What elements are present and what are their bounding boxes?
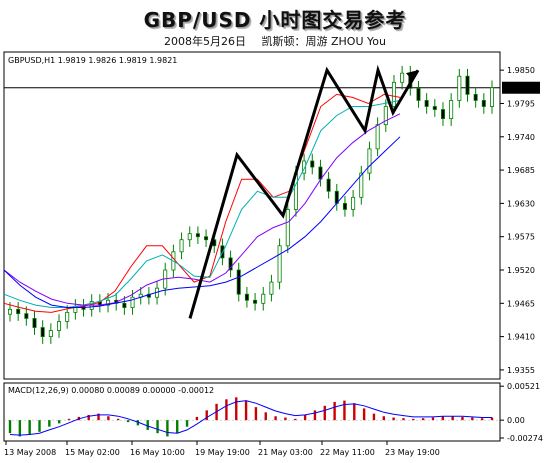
y-tick-label: 1.9740 [507, 133, 535, 142]
symbol-info: GBPUSD,H1 1.9819 1.9826 1.9819 1.9821 [8, 56, 177, 65]
candle-body [269, 281, 274, 295]
candle-body [302, 160, 307, 174]
candle-body [489, 87, 494, 107]
candle-body [449, 100, 454, 120]
candle-body [383, 106, 388, 126]
author-label: 凯斯顿：周游 ZHOU You [261, 35, 386, 48]
candle-body [65, 311, 70, 322]
candle-body [440, 109, 445, 120]
candle-body [244, 293, 249, 301]
y-tick-label: 1.9795 [507, 99, 535, 108]
candle-body [40, 327, 45, 338]
chart-title: GBP/USD 小时图交易参考 [143, 8, 407, 32]
x-tick-label: 19 May 19:00 [195, 448, 250, 457]
candle-body [375, 124, 380, 150]
candle-body [32, 318, 37, 328]
y-tick-label: 1.9575 [507, 233, 535, 242]
current-price-label: 1.9821 [506, 84, 534, 93]
candle-body [236, 269, 241, 295]
macd-panel-frame [3, 382, 501, 442]
candle-body [16, 308, 21, 315]
x-tick-label: 13 May 2008 [4, 448, 56, 457]
y-tick-label: 1.9850 [507, 66, 535, 75]
candle-body [277, 245, 282, 283]
x-tick-label: 21 May 03:00 [258, 448, 313, 457]
candle-body [179, 239, 184, 253]
candle-body [367, 148, 372, 174]
y-tick-label: 1.9465 [507, 299, 535, 308]
current-price-marker [502, 81, 540, 94]
candle-body [24, 313, 29, 319]
candle-body [465, 75, 470, 95]
candle-body [424, 100, 429, 107]
candle-body [130, 296, 135, 308]
candle-body [57, 321, 62, 331]
x-tick-label: 16 May 10:00 [130, 448, 185, 457]
candle-body [285, 209, 290, 247]
macd-title: MACD(12,26,9) 0.00080 0.00089 0.00000 -0… [8, 386, 214, 395]
candle-body [48, 330, 53, 338]
candle-body [195, 233, 200, 238]
macd-y-tick-label: -0.00274 [507, 434, 543, 443]
date-label: 2008年5月26日 [164, 35, 246, 48]
y-tick-label: 1.9630 [507, 199, 535, 208]
candle-body [391, 81, 396, 107]
moving-average-line [3, 136, 401, 308]
candle-body [261, 293, 266, 304]
candle-body [228, 257, 233, 271]
macd-y-tick-label: 0.00521 [507, 382, 540, 391]
candle-body [473, 93, 478, 101]
y-tick-label: 1.9685 [507, 166, 535, 175]
candle-body [204, 236, 209, 241]
arrow-head [406, 70, 418, 82]
candle-body [106, 299, 111, 306]
x-tick-label: 15 May 02:00 [65, 448, 120, 457]
y-tick-label: 1.9355 [507, 366, 535, 375]
y-tick-label: 1.9520 [507, 266, 535, 275]
candle-body [416, 87, 421, 101]
macd-y-tick-label: 0.00 [507, 416, 525, 425]
candle-body [326, 178, 331, 192]
zigzag-annotation-line [188, 64, 420, 319]
x-tick-label: 22 May 11:00 [320, 448, 375, 457]
x-tick-label: 23 May 19:00 [385, 448, 440, 457]
candle-body [253, 299, 258, 304]
candle-body [432, 106, 437, 110]
candle-body [342, 202, 347, 210]
candle-body [400, 72, 405, 83]
macd-signal-line [9, 400, 492, 436]
candle-body [187, 233, 192, 241]
candle-body [7, 308, 12, 315]
y-tick-label: 1.9410 [507, 333, 535, 342]
candle-body [457, 75, 462, 101]
chart-subtitle: 2008年5月26日 凯斯顿：周游 ZHOU You [0, 33, 550, 49]
candle-body [359, 172, 364, 198]
candle-body [481, 100, 486, 107]
price-panel-frame [3, 51, 501, 380]
candle-body [351, 196, 356, 210]
candle-body [310, 160, 315, 168]
candle-body [122, 302, 127, 308]
